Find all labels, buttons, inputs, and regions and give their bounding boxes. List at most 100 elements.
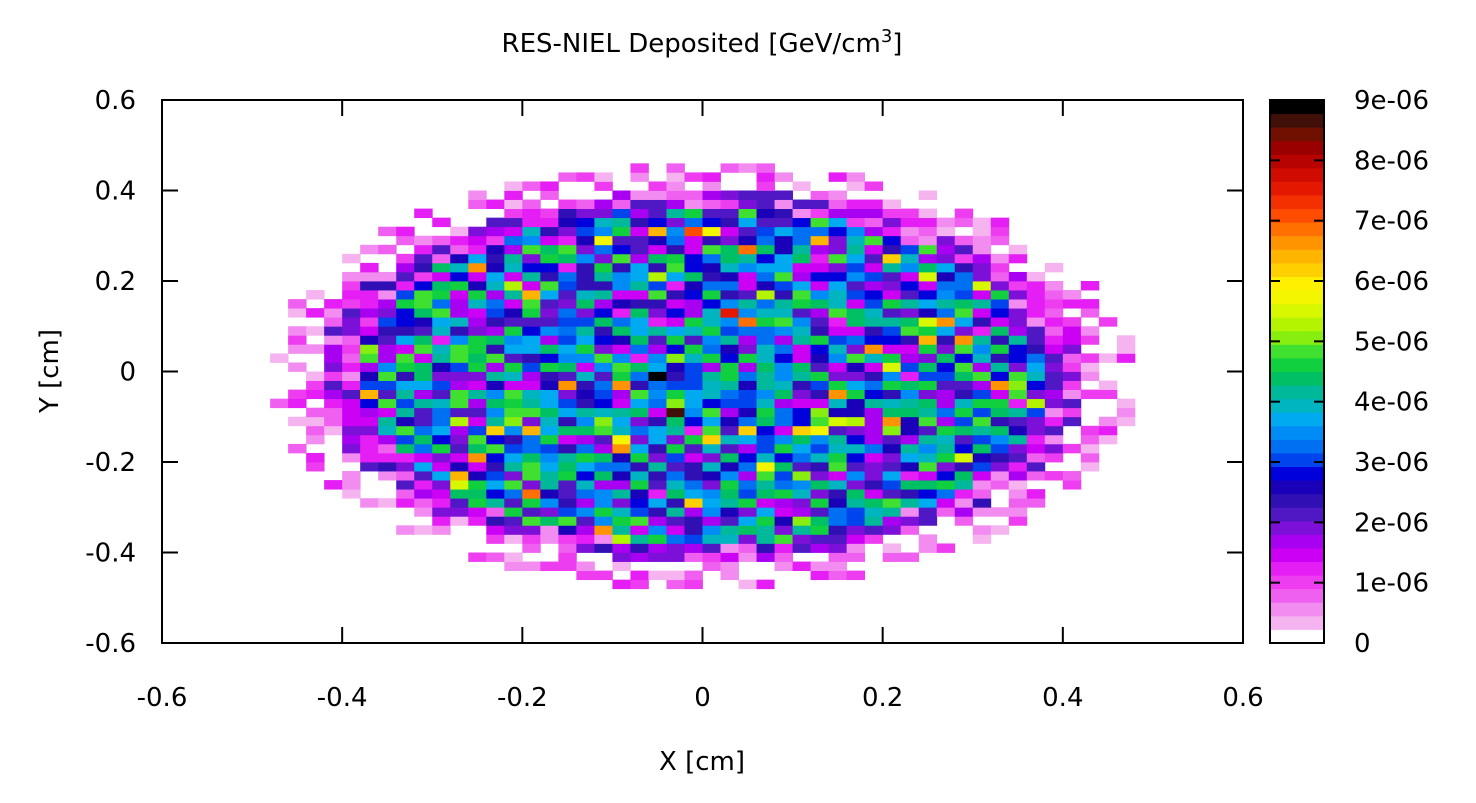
heatmap-cell xyxy=(360,353,379,363)
heatmap-cell xyxy=(792,534,811,544)
heatmap-cell xyxy=(594,480,613,490)
heatmap-cell xyxy=(702,389,721,400)
heatmap-cell xyxy=(648,516,667,526)
heatmap-cell xyxy=(1026,380,1046,390)
heatmap-cell xyxy=(990,344,1010,354)
heatmap-cell xyxy=(828,235,848,246)
heatmap-cell xyxy=(720,344,739,354)
heatmap-cell xyxy=(738,244,757,255)
heatmap-cell xyxy=(846,308,866,318)
x-tick-label: -0.4 xyxy=(317,683,368,713)
heatmap-cell xyxy=(1062,380,1082,390)
heatmap-cell xyxy=(828,362,848,372)
colorbar-band xyxy=(1270,181,1324,196)
heatmap-cell xyxy=(576,244,595,255)
heatmap-cell xyxy=(936,335,956,345)
heatmap-cell xyxy=(432,489,451,499)
heatmap-cell xyxy=(648,281,667,291)
heatmap-cell xyxy=(864,281,884,291)
heatmap-cell xyxy=(738,443,757,454)
heatmap-cell xyxy=(432,525,451,535)
heatmap-cell xyxy=(810,290,830,300)
heatmap-cell xyxy=(558,253,577,264)
heatmap-cell xyxy=(1008,389,1028,400)
heatmap-cell xyxy=(684,335,703,345)
heatmap-cell xyxy=(522,262,541,273)
heatmap-cell xyxy=(720,190,739,200)
heatmap-cell xyxy=(756,226,775,237)
heatmap-cell xyxy=(990,525,1010,535)
heatmap-cell xyxy=(882,317,902,327)
heatmap-cell xyxy=(594,262,613,273)
heatmap-cell xyxy=(720,543,739,553)
heatmap-cell xyxy=(738,199,757,209)
colorbar-band xyxy=(1270,452,1324,468)
heatmap-cell xyxy=(630,471,649,481)
heatmap-cell xyxy=(792,317,811,327)
heatmap-cell xyxy=(504,208,523,219)
heatmap-cell xyxy=(306,308,325,318)
heatmap-cell xyxy=(558,208,577,219)
heatmap-cell xyxy=(846,208,866,219)
heatmap-cell xyxy=(954,443,974,454)
heatmap-cell xyxy=(576,389,595,400)
colorbar-band xyxy=(1270,493,1324,508)
heatmap-cell xyxy=(360,416,379,427)
heatmap-cell xyxy=(792,471,811,481)
heatmap-cell xyxy=(738,543,757,553)
heatmap-cell xyxy=(846,507,866,517)
heatmap-cell xyxy=(864,525,884,535)
heatmap-cell xyxy=(540,434,559,445)
heatmap-cell xyxy=(1008,498,1028,508)
heatmap-cell xyxy=(648,434,667,445)
heatmap-cell xyxy=(522,235,541,246)
heatmap-cell xyxy=(738,317,757,327)
heatmap-cell xyxy=(504,262,523,273)
heatmap-cell xyxy=(342,253,361,264)
heatmap-cell xyxy=(846,407,866,418)
heatmap-cell xyxy=(432,398,451,409)
heatmap-cell xyxy=(414,353,433,363)
heatmap-cell xyxy=(702,335,721,345)
heatmap-cell xyxy=(918,407,938,418)
heatmap-cell xyxy=(774,425,793,436)
heatmap-cell xyxy=(720,489,739,499)
heatmap-cell xyxy=(432,425,451,436)
heatmap-cell xyxy=(576,172,595,182)
heatmap-cell xyxy=(522,407,541,418)
heatmap-cell xyxy=(846,253,866,264)
heatmap-cell xyxy=(522,425,541,436)
heatmap-cell xyxy=(306,452,325,463)
heatmap-cell xyxy=(378,516,397,526)
heatmap-cell xyxy=(954,262,974,273)
heatmap-cell xyxy=(954,308,974,318)
heatmap-cell xyxy=(1080,452,1100,463)
heatmap-cell xyxy=(540,290,559,300)
heatmap-cell xyxy=(900,443,920,454)
heatmap-cell xyxy=(1044,335,1064,345)
heatmap-cell xyxy=(918,534,938,544)
heatmap-cell xyxy=(414,281,433,291)
colorbar-tick-label: 1e-06 xyxy=(1354,569,1429,599)
heatmap-cell xyxy=(684,362,703,372)
heatmap-cell xyxy=(882,507,902,517)
heatmap-cell xyxy=(666,271,685,282)
heatmap-cell xyxy=(810,507,830,517)
heatmap-cell xyxy=(756,344,775,354)
heatmap-cell xyxy=(972,317,992,327)
heatmap-cell xyxy=(756,244,775,255)
heatmap-cell xyxy=(828,326,848,336)
heatmap-cell xyxy=(522,290,541,300)
heatmap-cell xyxy=(504,452,523,463)
heatmap-cell xyxy=(846,181,866,191)
heatmap-cell xyxy=(468,344,487,354)
heatmap-cell xyxy=(360,317,379,327)
heatmap-cell xyxy=(756,425,775,436)
heatmap-cell xyxy=(882,489,902,499)
colorbar-band xyxy=(1270,317,1324,332)
heatmap-cell xyxy=(594,471,613,481)
heatmap-cell xyxy=(594,344,613,354)
heatmap-cell xyxy=(432,353,451,363)
heatmap-cell xyxy=(450,290,469,300)
heatmap-cell xyxy=(486,389,505,400)
